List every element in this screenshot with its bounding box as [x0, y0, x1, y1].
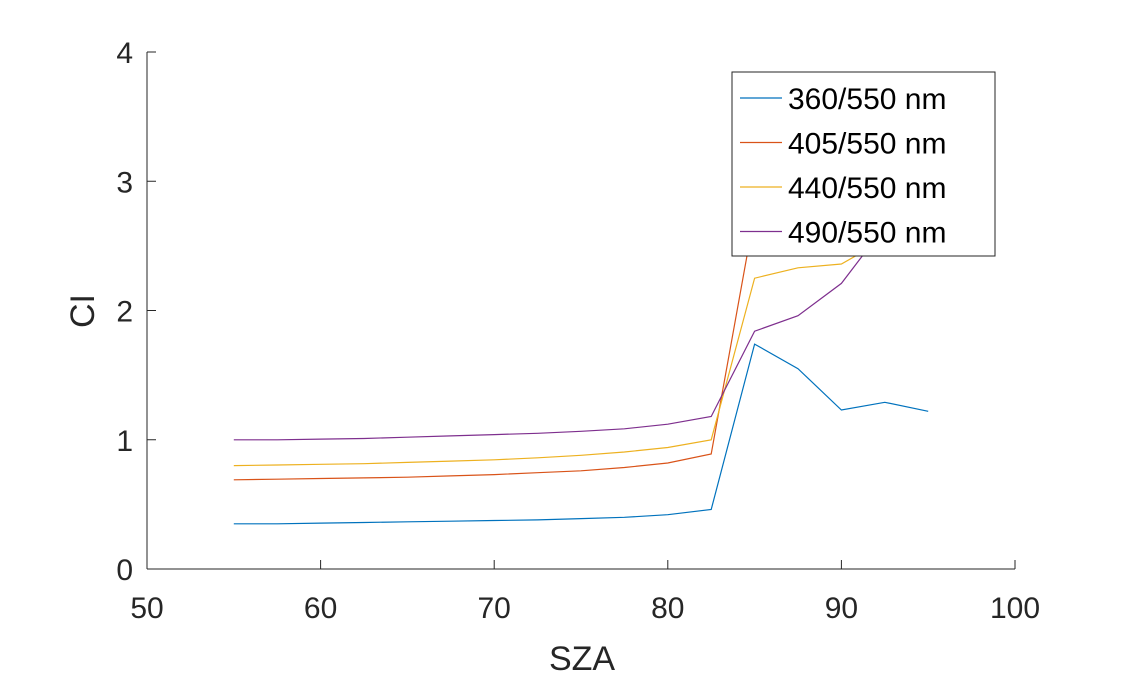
series-line-4 — [233, 206, 929, 441]
y-tick-label: 4 — [116, 37, 133, 70]
legend-label-3: 440/550 nm — [788, 172, 946, 205]
legend-label-1: 360/550 nm — [788, 83, 946, 116]
x-axis-label: SZA — [549, 640, 615, 678]
tick-labels: 50 60 70 80 90 100 0 1 2 3 4 — [116, 37, 1040, 625]
legend-box — [731, 71, 996, 257]
y-tick-label: 2 — [116, 296, 133, 329]
series-line-1 — [233, 343, 929, 525]
y-tick-label: 0 — [116, 554, 133, 587]
axes — [146, 51, 1016, 570]
x-tick-label: 100 — [990, 592, 1040, 625]
y-tick-label: 3 — [116, 166, 133, 199]
y-tick-label: 1 — [116, 425, 133, 458]
x-tick-label: 80 — [651, 592, 684, 625]
legend-label-2: 405/550 nm — [788, 128, 946, 161]
legend-label-4: 490/550 nm — [788, 217, 946, 250]
x-tick-label: 70 — [478, 592, 511, 625]
x-tick-label: 60 — [304, 592, 337, 625]
legend: 360/550 nm 405/550 nm 440/550 nm 490/550 nm — [731, 71, 996, 257]
y-axis-label: CI — [64, 294, 102, 328]
x-tick-label: 90 — [825, 592, 858, 625]
x-tick-label: 50 — [130, 592, 163, 625]
series-line-3 — [233, 232, 929, 467]
